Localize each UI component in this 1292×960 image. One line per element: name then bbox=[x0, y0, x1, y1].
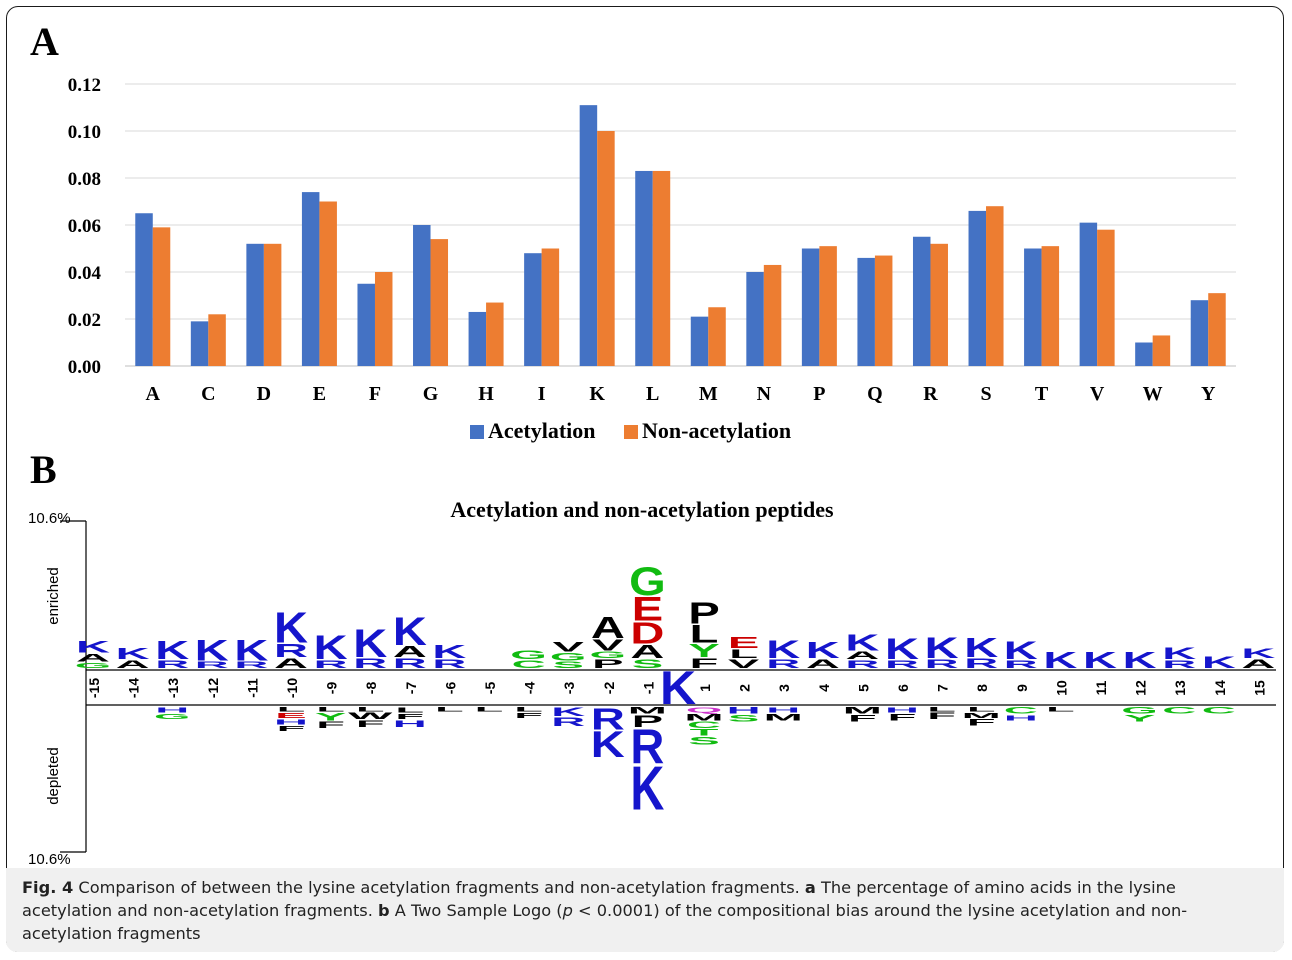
x-tick-label: V bbox=[1090, 383, 1105, 405]
bar-acetylation bbox=[690, 316, 709, 366]
y-tick-label: 0.02 bbox=[68, 310, 101, 331]
caption-a-label: a bbox=[804, 878, 816, 897]
bar-acetylation bbox=[468, 311, 487, 366]
figure-frame bbox=[6, 6, 1284, 952]
bar-acetylation bbox=[246, 243, 264, 366]
bar-acetylation bbox=[579, 105, 598, 367]
caption-b-label: b bbox=[378, 901, 390, 920]
legend-swatch bbox=[624, 425, 638, 439]
legend-label: Non-acetylation bbox=[642, 418, 791, 443]
y-tick-label: 0.00 bbox=[68, 357, 101, 378]
x-tick-label: N bbox=[757, 383, 772, 405]
bar-non-acetylation bbox=[1041, 246, 1060, 366]
bar-acetylation bbox=[801, 248, 820, 366]
bar-acetylation bbox=[1190, 300, 1209, 366]
x-tick-label: T bbox=[1035, 383, 1049, 405]
caption-text-1: Comparison of between the lysine acetyla… bbox=[73, 878, 805, 897]
y-tick-label: 0.12 bbox=[68, 75, 101, 96]
figure-caption: Fig. 4 Comparison of between the lysine … bbox=[6, 868, 1284, 952]
bar-acetylation bbox=[857, 257, 875, 366]
bar-non-acetylation bbox=[652, 170, 671, 366]
bar-non-acetylation bbox=[319, 201, 337, 366]
x-tick-label: C bbox=[201, 383, 215, 405]
bar-non-acetylation bbox=[597, 131, 615, 366]
x-tick-label: M bbox=[699, 383, 718, 405]
x-tick-label: L bbox=[646, 383, 659, 405]
bar-acetylation bbox=[968, 210, 987, 366]
bar-non-acetylation bbox=[708, 307, 726, 366]
bar-acetylation bbox=[357, 283, 375, 366]
bar-non-acetylation bbox=[763, 264, 782, 366]
bar-acetylation bbox=[1135, 342, 1153, 366]
x-tick-label: F bbox=[369, 383, 381, 405]
bar-acetylation bbox=[1079, 222, 1098, 366]
caption-fig-label: Fig. 4 bbox=[22, 878, 74, 897]
caption-text-3: A Two Sample Logo ( bbox=[389, 901, 563, 920]
bar-acetylation bbox=[1024, 248, 1042, 366]
caption-text-4: < 0.0001) of the compositional bias arou… bbox=[22, 901, 1188, 943]
x-tick-label: P bbox=[813, 383, 825, 405]
bar-non-acetylation bbox=[1097, 229, 1115, 366]
bar-acetylation bbox=[746, 272, 764, 366]
bar-acetylation bbox=[190, 321, 209, 366]
x-tick-label: S bbox=[980, 383, 991, 405]
y-tick-label: 0.06 bbox=[68, 216, 101, 237]
legend-label: Acetylation bbox=[488, 418, 596, 443]
bar-chart: 0.000.020.040.060.080.100.12A C D E F G H I K L M N… bbox=[68, 75, 1236, 443]
x-tick-label: I bbox=[538, 383, 546, 405]
bar-non-acetylation bbox=[430, 239, 449, 366]
bar-non-acetylation bbox=[819, 246, 837, 366]
bar-non-acetylation bbox=[986, 206, 1004, 366]
x-tick-label: K bbox=[589, 383, 605, 405]
bar-acetylation bbox=[635, 170, 653, 366]
bar-acetylation bbox=[135, 213, 153, 366]
bar-non-acetylation bbox=[374, 272, 393, 366]
bar-non-acetylation bbox=[152, 227, 171, 366]
x-tick-label: R bbox=[923, 383, 938, 405]
panel-a-label: A bbox=[30, 19, 59, 64]
bar-acetylation bbox=[301, 192, 320, 366]
bar-acetylation bbox=[524, 253, 542, 366]
bar-non-acetylation bbox=[874, 255, 893, 366]
bar-non-acetylation bbox=[1152, 335, 1171, 366]
bar-non-acetylation bbox=[208, 314, 226, 366]
x-tick-label: W bbox=[1143, 383, 1163, 405]
bar-non-acetylation bbox=[930, 243, 948, 366]
x-tick-label: Y bbox=[1201, 383, 1216, 405]
bar-non-acetylation bbox=[541, 248, 560, 366]
y-tick-label: 0.08 bbox=[68, 169, 101, 190]
bar-non-acetylation bbox=[263, 243, 282, 366]
x-tick-label: A bbox=[146, 383, 161, 405]
legend-swatch bbox=[470, 425, 484, 439]
x-tick-label: E bbox=[313, 383, 326, 405]
bar-acetylation bbox=[413, 225, 431, 366]
x-tick-label: D bbox=[257, 383, 271, 405]
x-tick-label: H bbox=[478, 383, 494, 405]
bar-non-acetylation bbox=[486, 302, 504, 366]
x-tick-label: Q bbox=[867, 383, 883, 405]
panel-b-label: B bbox=[30, 447, 57, 492]
y-tick-label: 0.10 bbox=[68, 122, 101, 143]
bar-non-acetylation bbox=[1208, 293, 1226, 366]
y-tick-label: 0.04 bbox=[68, 263, 102, 284]
bar-acetylation bbox=[912, 236, 931, 366]
x-tick-label: G bbox=[423, 383, 439, 405]
caption-text-2: The percentage of amino acids in the lys… bbox=[22, 878, 1176, 920]
caption-p-symbol: p bbox=[562, 901, 573, 920]
